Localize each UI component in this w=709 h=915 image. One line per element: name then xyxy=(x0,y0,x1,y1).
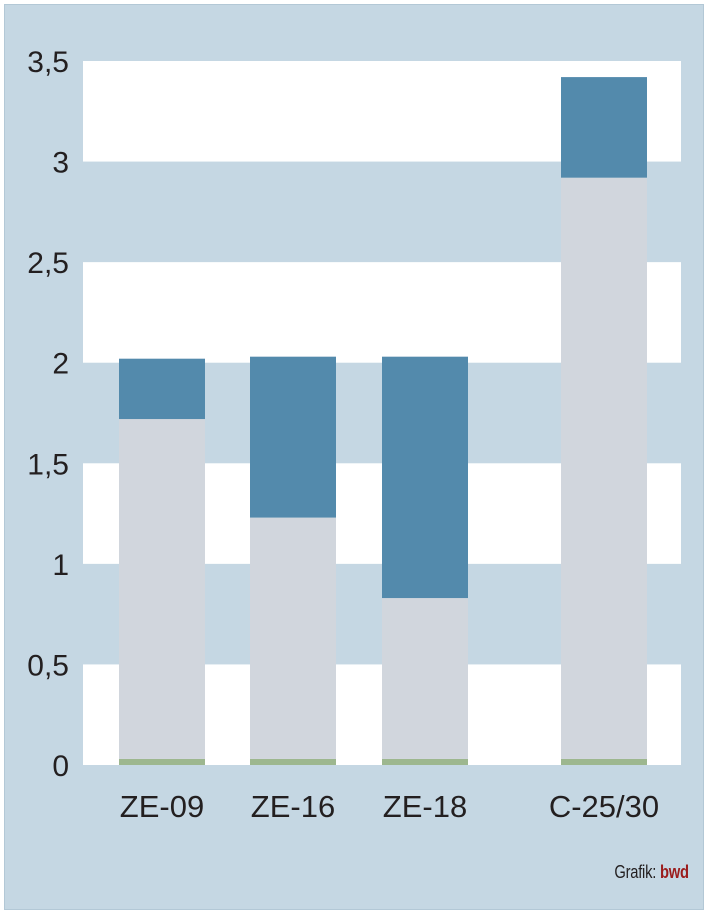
x-category-label: ZE-16 xyxy=(251,789,335,824)
x-axis-labels: ZE-09 ZE-16 ZE-18 C-25/30 xyxy=(120,789,659,824)
bar-ze-09-middle xyxy=(119,419,205,759)
y-tick-label: 0 xyxy=(52,750,69,783)
credit-brand: bwd xyxy=(660,862,689,882)
credit-prefix: Grafik: xyxy=(614,862,657,882)
y-tick-label: 1,5 xyxy=(27,448,69,481)
bar-ze-09-bottom xyxy=(119,758,205,765)
bar-ze-09-top xyxy=(119,358,205,420)
bar-c-25-30-middle xyxy=(561,177,647,759)
y-tick-label: 0,5 xyxy=(27,649,69,682)
bar-ze-16-bottom xyxy=(250,758,336,765)
y-tick-label: 1 xyxy=(52,549,69,582)
bar-ze-18-middle xyxy=(382,598,468,759)
bars xyxy=(119,77,647,765)
bar-ze-16-middle xyxy=(250,517,336,759)
y-tick-label: 2,5 xyxy=(27,247,69,280)
x-category-label: ZE-09 xyxy=(120,789,204,824)
bar-c-25-30-top xyxy=(561,77,647,178)
chart-frame: 0 0,5 1 1,5 2 2,5 3 3,5 ZE-09 ZE-16 ZE-18 C-25/30 … xyxy=(4,4,704,910)
y-tick-label: 3 xyxy=(52,147,69,180)
bar-ze-18-top xyxy=(382,356,468,599)
bar-ze-18-bottom xyxy=(382,758,468,765)
bar-ze-16-top xyxy=(250,356,336,518)
y-tick-label: 2 xyxy=(52,348,69,381)
y-axis-ticks: 0 0,5 1 1,5 2 2,5 3 3,5 xyxy=(27,46,69,783)
bar-c-25-30-bottom xyxy=(561,758,647,765)
y-tick-label: 3,5 xyxy=(27,46,69,79)
x-category-label: C-25/30 xyxy=(549,789,659,824)
x-category-label: ZE-18 xyxy=(383,789,467,824)
stacked-bar-chart: 0 0,5 1 1,5 2 2,5 3 3,5 ZE-09 ZE-16 ZE-18 C-25/30 xyxy=(27,46,681,824)
credit-line: Grafik: bwd xyxy=(614,862,690,883)
